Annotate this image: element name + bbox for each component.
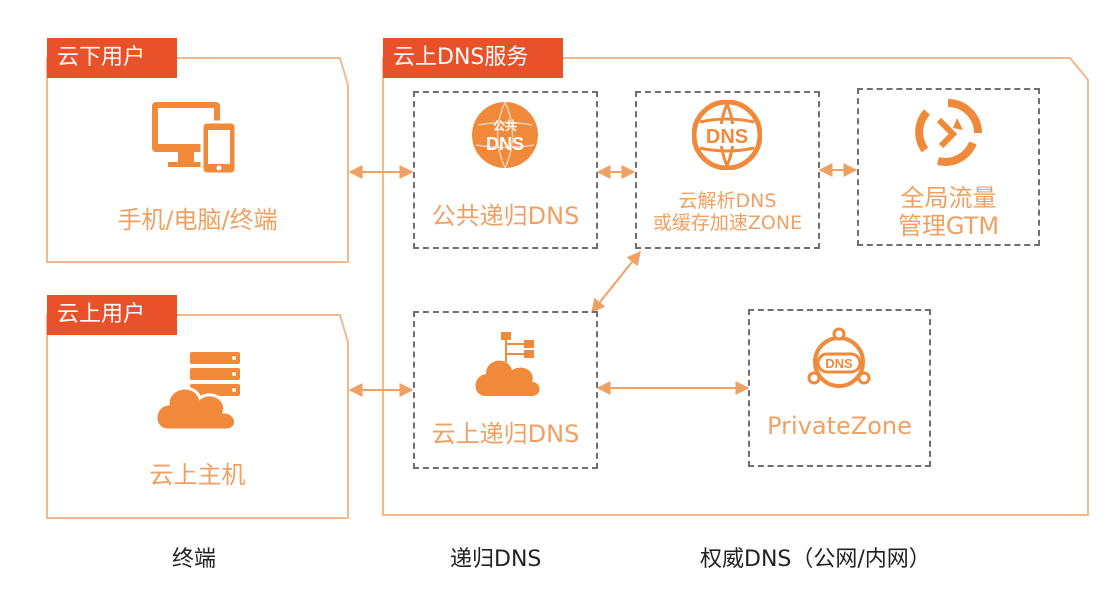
footer-recursive: 递归DNS [450, 547, 542, 572]
cloud-server-icon [154, 352, 240, 432]
footer-authoritative: 权威DNS（公网/内网） [700, 547, 931, 572]
dns-icon-text: DNS [706, 126, 748, 148]
computer-phone-icon [152, 102, 238, 176]
public-recursive-dns-label: 公共递归DNS [431, 202, 580, 230]
cloud-resolve-dns-node [635, 91, 820, 249]
offcloud-users-box [46, 57, 349, 263]
cloud-resolve-dns-label: 云解析DNS 或缓存加速ZONE [635, 190, 820, 234]
private-zone-dns-icon: DNS [807, 327, 871, 388]
footer-terminal: 终端 [172, 547, 217, 572]
private-zone-node [748, 309, 931, 467]
cloud-recursive-dns-node [413, 311, 598, 469]
public-dns-icon-text-bottom: DNS [486, 134, 524, 154]
public-dns-icon-text-top: 公共 [493, 118, 517, 133]
cloud-dns-service-box [382, 57, 1089, 516]
private-zone-label: PrivateZone [767, 412, 912, 440]
gtm-rotate-icon [915, 99, 982, 166]
gtm-node [857, 88, 1040, 246]
dns-globe-icon: DNS [692, 100, 762, 170]
public-dns-globe-icon: 公共 DNS [472, 101, 538, 169]
gtm-label: 全局流量 管理GTM [857, 184, 1040, 240]
private-zone-icon-text: DNS [825, 356, 853, 371]
cloud-recursive-dns-label: 云上递归DNS [431, 420, 580, 448]
cloud-resolve-dns-label-line1: 云解析DNS [678, 190, 777, 212]
gtm-label-line2: 管理GTM [897, 212, 1000, 240]
arrow-cloudrec-to-resolve [591, 250, 641, 314]
offcloud-users-tag: 云下用户 [47, 38, 177, 78]
cloud-dns-service-tag: 云上DNS服务 [383, 38, 563, 78]
cloud-tree-icon [475, 332, 540, 396]
oncloud-users-tag: 云上用户 [47, 295, 177, 335]
device-label: 手机/电脑/终端 [117, 206, 278, 234]
oncloud-users-box [46, 314, 349, 519]
gtm-label-line1: 全局流量 [900, 184, 997, 212]
public-recursive-dns-node [413, 91, 598, 249]
cloud-resolve-dns-label-line2: 或缓存加速ZONE [652, 212, 803, 234]
host-label: 云上主机 [149, 461, 246, 489]
